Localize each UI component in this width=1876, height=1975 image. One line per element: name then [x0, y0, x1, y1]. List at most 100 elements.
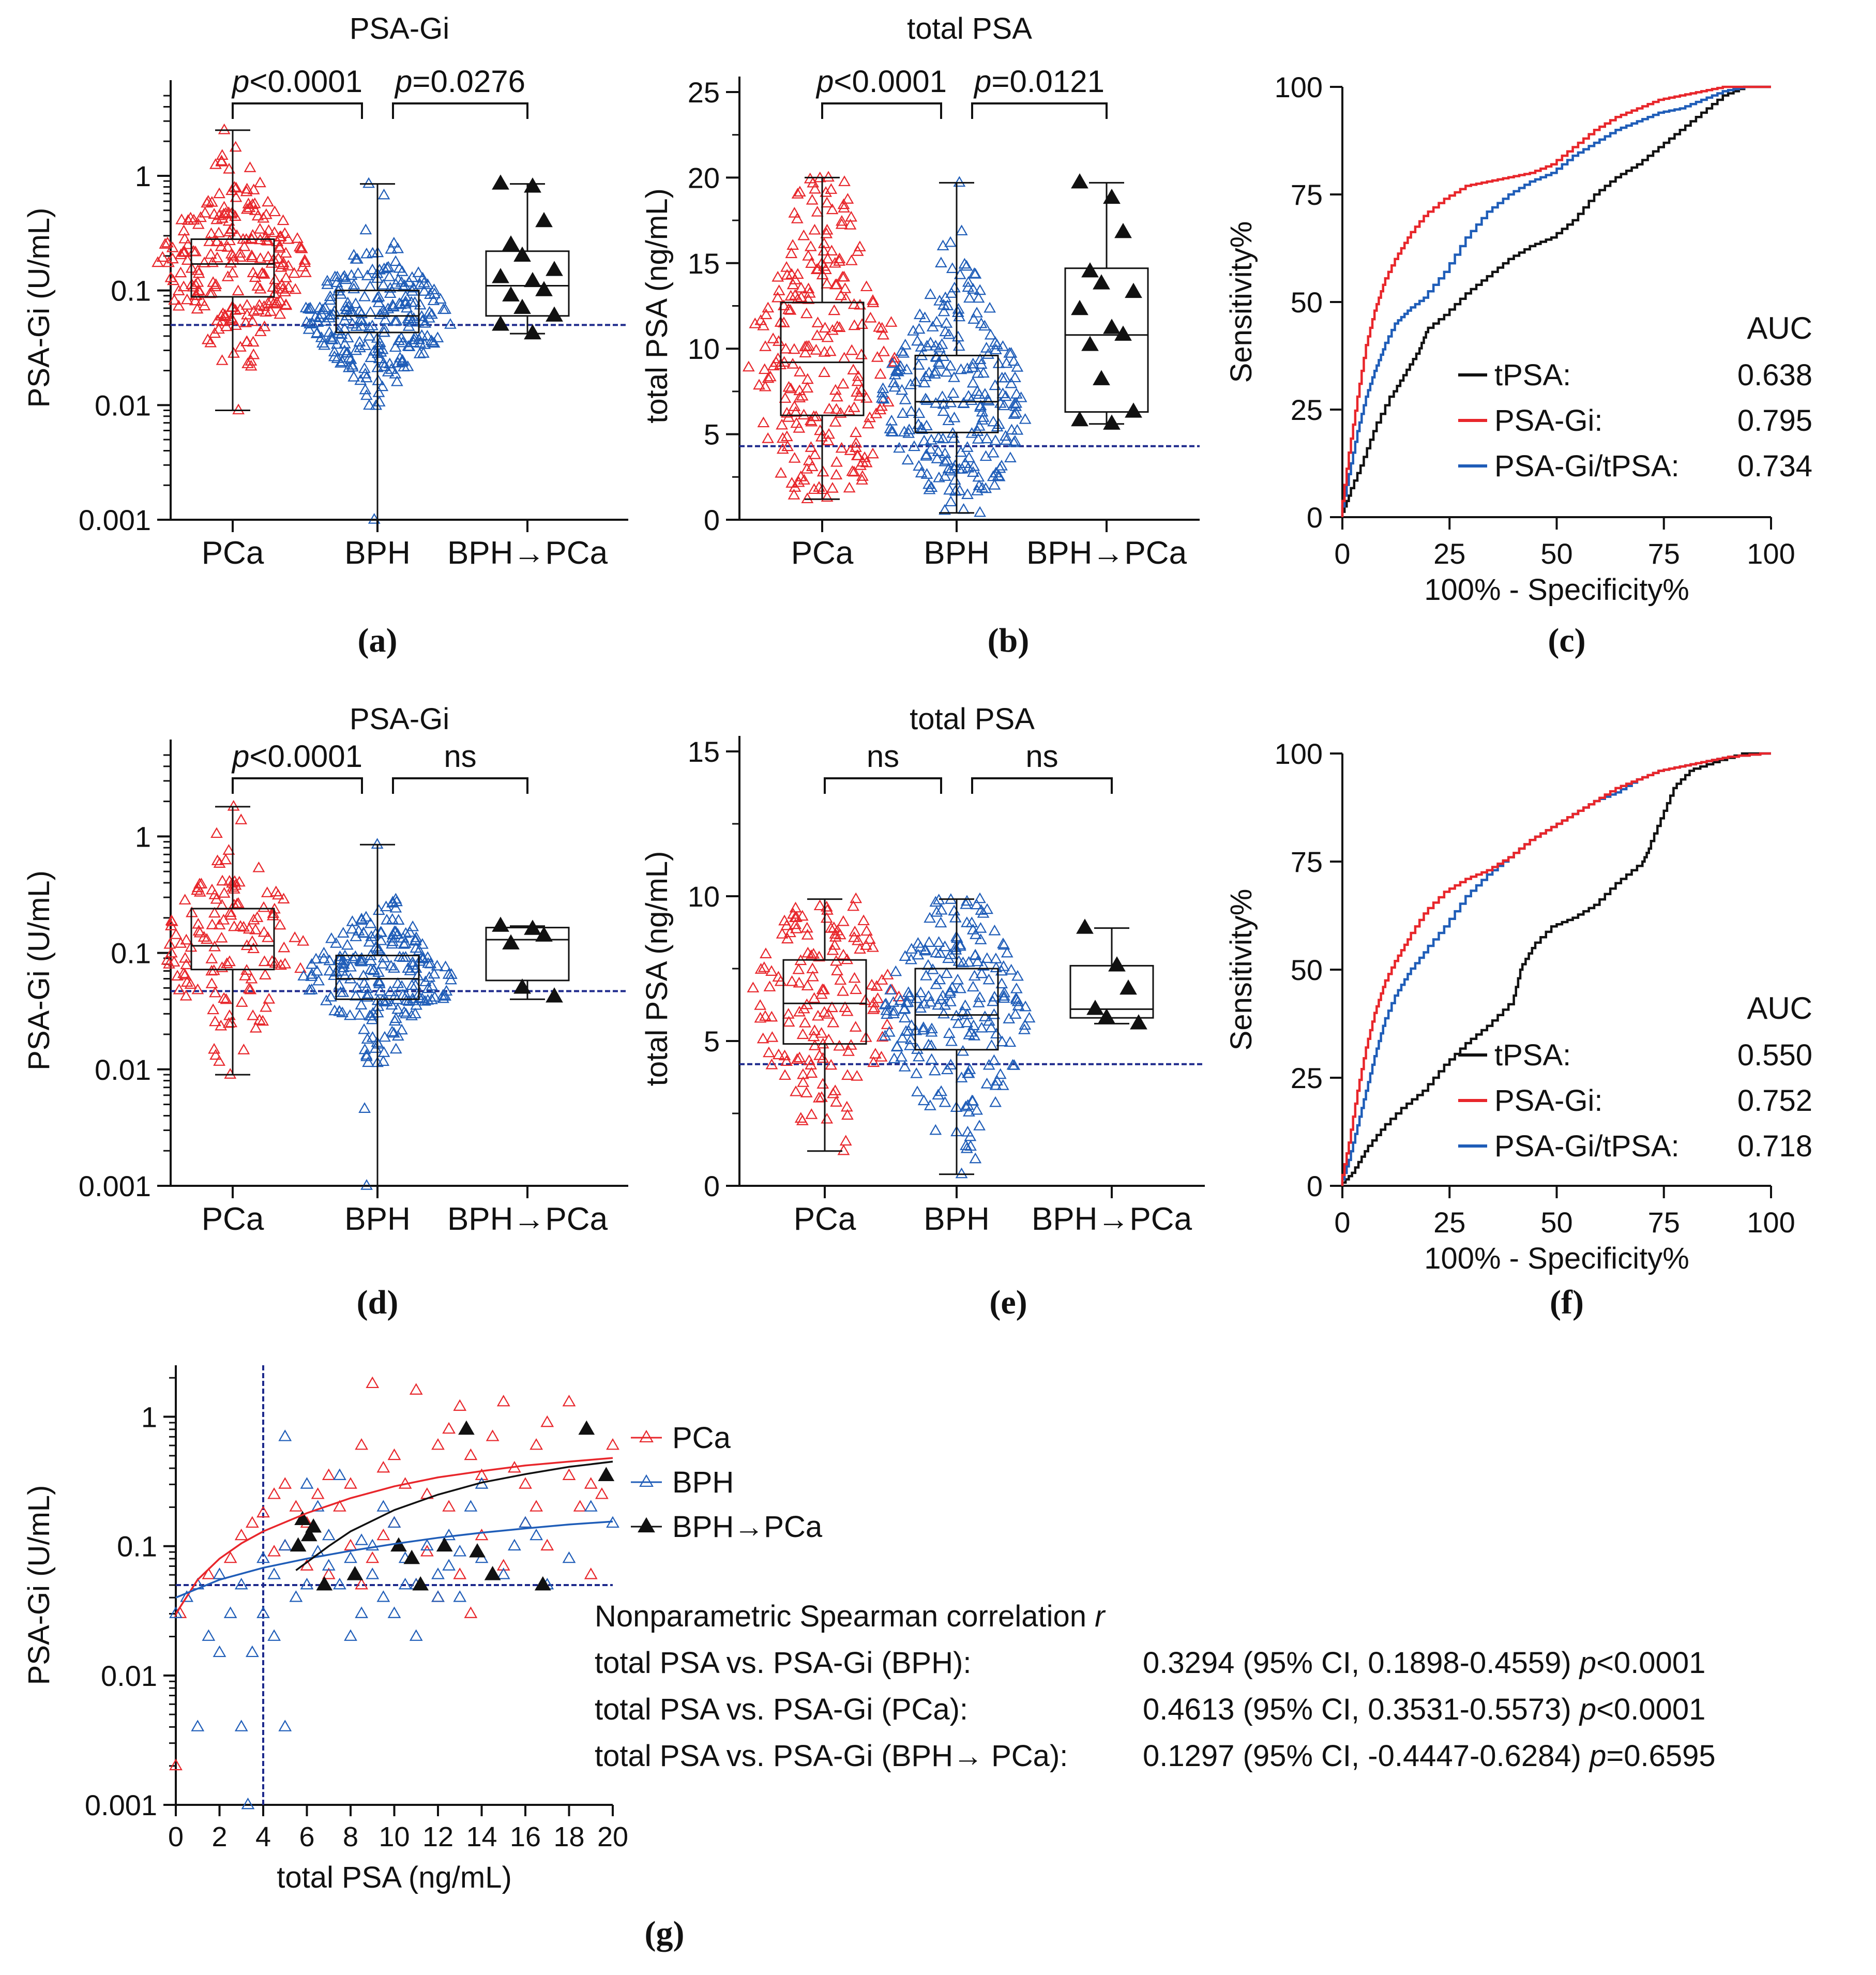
- data-point: [1006, 1059, 1019, 1070]
- data-point: [277, 257, 290, 267]
- box: [914, 968, 999, 1051]
- data-point: [492, 315, 509, 331]
- data-point: [280, 272, 292, 282]
- data-point: [918, 376, 931, 387]
- data-point: [1004, 451, 1017, 463]
- data-point: [971, 385, 984, 396]
- data-point: [316, 337, 329, 348]
- data-point: [439, 960, 452, 972]
- data-point: [974, 922, 987, 933]
- data-point: [237, 1043, 250, 1054]
- data-point: [930, 351, 943, 362]
- data-point: [192, 267, 205, 278]
- data-point: [818, 366, 831, 377]
- data-point: [900, 363, 913, 374]
- y-tick-label: 10: [688, 333, 720, 365]
- data-point: [813, 899, 826, 911]
- data-point: [225, 223, 238, 234]
- data-point: [357, 926, 370, 938]
- data-point: [905, 405, 918, 416]
- data-point: [922, 936, 935, 947]
- significance-bracket: [971, 102, 1108, 119]
- data-point: [180, 958, 193, 970]
- data-point: [955, 224, 968, 236]
- data-point: [873, 321, 886, 332]
- data-point: [957, 397, 970, 408]
- data-point: [313, 311, 326, 322]
- data-point: [546, 261, 563, 276]
- data-point-0: [420, 1545, 434, 1557]
- data-point: [346, 318, 359, 329]
- data-point: [764, 370, 777, 382]
- data-point: [1005, 377, 1018, 388]
- data-point: [803, 340, 815, 351]
- data-point: [220, 957, 233, 968]
- data-point: [247, 913, 260, 925]
- data-point: [789, 406, 802, 417]
- auc-header: AUC: [1747, 991, 1812, 1026]
- data-point: [225, 184, 238, 195]
- data-point: [870, 980, 883, 991]
- data-point: [942, 414, 955, 426]
- data-point: [797, 1076, 810, 1087]
- data-point: [275, 278, 288, 289]
- data-point: [990, 961, 1003, 973]
- data-point: [341, 331, 354, 343]
- data-point-0: [475, 1468, 489, 1480]
- y-axis-label: total PSA (ng/mL): [640, 188, 674, 424]
- data-point: [412, 266, 425, 277]
- data-point-2: [469, 1543, 486, 1558]
- data-point: [923, 483, 936, 494]
- data-point: [801, 382, 814, 393]
- chart-title: PSA-Gi: [350, 702, 449, 736]
- data-point: [888, 356, 901, 367]
- data-point: [949, 941, 962, 952]
- data-point: [807, 176, 820, 188]
- p-value-label: p<0.0001: [815, 64, 947, 99]
- data-point: [162, 256, 175, 267]
- y-tick-label: 15: [688, 735, 720, 768]
- data-point: [289, 283, 302, 294]
- data-point: [932, 1089, 945, 1100]
- data-point: [963, 451, 975, 462]
- data-point: [975, 967, 988, 978]
- data-point: [980, 1077, 993, 1089]
- data-point: [269, 957, 282, 968]
- data-point: [330, 338, 343, 349]
- data-point: [763, 1046, 775, 1058]
- data-point: [277, 214, 290, 225]
- data-point: [803, 1054, 815, 1065]
- x-tick-label: 50: [1540, 1206, 1572, 1239]
- x-tick-label: BPH: [924, 535, 989, 571]
- data-point: [213, 323, 225, 334]
- data-point: [439, 303, 452, 314]
- data-point: [939, 1096, 951, 1107]
- data-point: [205, 227, 218, 238]
- data-point: [205, 952, 218, 963]
- data-point: [181, 214, 194, 225]
- data-point: [379, 313, 391, 325]
- data-point: [262, 195, 274, 207]
- x-tick-label: PCa: [202, 1201, 264, 1237]
- data-point: [272, 888, 284, 900]
- data-point: [228, 920, 240, 931]
- data-point: [836, 270, 849, 282]
- data-point: [406, 992, 419, 1003]
- data-point: [806, 962, 819, 973]
- data-point: [867, 1056, 880, 1067]
- data-point: [225, 312, 238, 323]
- data-point: [969, 1152, 982, 1164]
- data-point: [274, 308, 286, 319]
- data-point: [337, 954, 350, 966]
- y-tick-label: 0.001: [79, 504, 151, 536]
- data-point: [793, 186, 806, 197]
- data-point: [965, 1094, 978, 1106]
- data-point: [854, 943, 866, 954]
- data-point: [785, 975, 798, 986]
- data-point: [991, 1075, 1004, 1086]
- data-point: [159, 238, 172, 249]
- data-point: [860, 456, 873, 468]
- data-point: [864, 411, 876, 423]
- data-point: [788, 343, 800, 354]
- data-point: [247, 183, 260, 194]
